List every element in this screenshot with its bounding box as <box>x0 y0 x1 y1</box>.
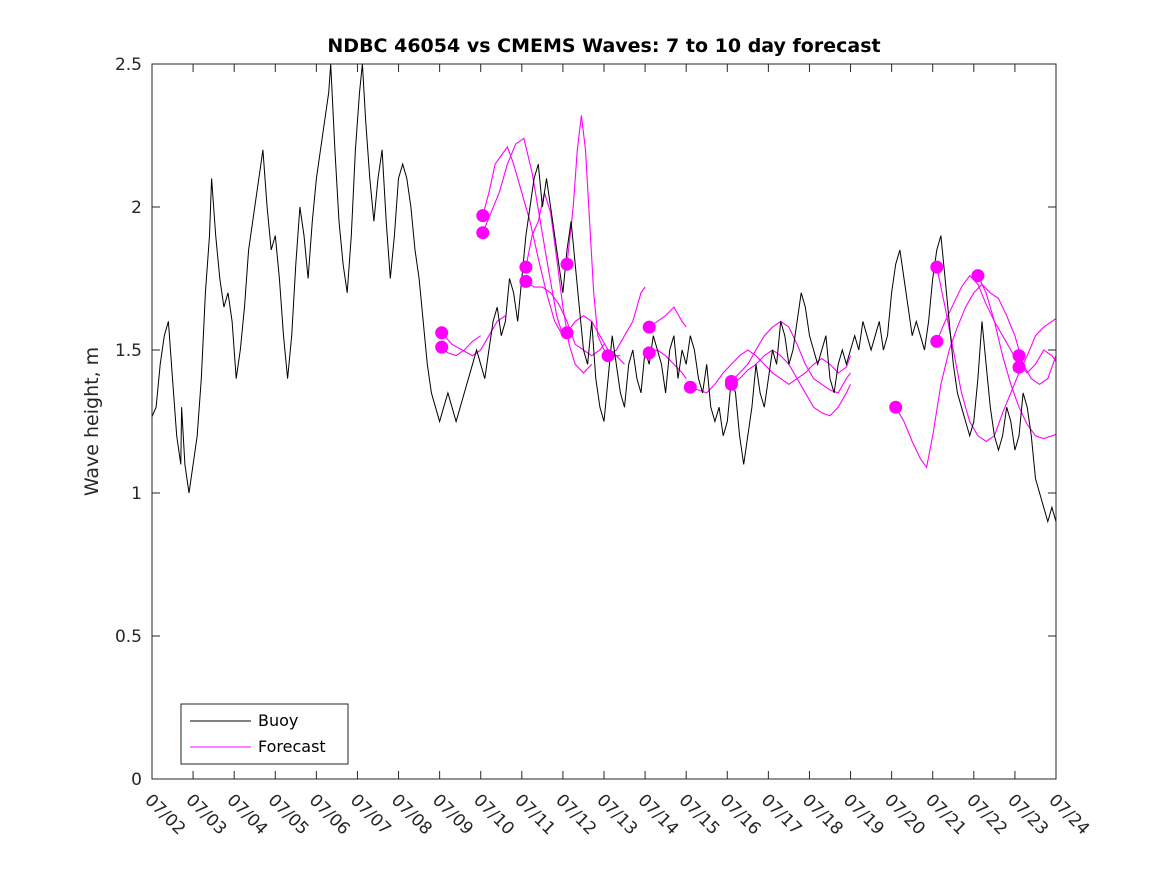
y-tick-label-4: 2 <box>131 198 142 218</box>
forecast-marker-18 <box>1012 349 1026 363</box>
forecast-line-17 <box>977 275 1056 440</box>
forecast-marker-4 <box>519 260 533 274</box>
chart-title: NDBC 46054 vs CMEMS Waves: 7 to 10 day f… <box>327 35 880 57</box>
forecast-line-11 <box>690 349 852 394</box>
forecast-line-0 <box>441 315 506 357</box>
forecast-line-14 <box>895 283 1056 469</box>
legend-label-forecast: Forecast <box>258 737 326 756</box>
forecast-marker-15 <box>930 260 944 274</box>
series-layer <box>152 64 1056 524</box>
forecast-marker-14 <box>889 400 903 414</box>
forecast-line-4 <box>525 190 593 374</box>
legend-label-buoy: Buoy <box>258 711 298 730</box>
forecast-line-3 <box>482 137 564 336</box>
legend: Buoy Forecast <box>180 703 349 765</box>
y-tick-label-1: 0.5 <box>115 627 142 647</box>
forecast-marker-17 <box>971 269 985 283</box>
forecast-marker-1 <box>435 340 449 354</box>
forecast-marker-5 <box>519 274 533 288</box>
forecast-line-15 <box>936 266 1056 443</box>
y-tick-label-5: 2.5 <box>115 55 142 75</box>
forecast-line-1 <box>441 335 482 357</box>
forecast-line-2 <box>482 145 564 336</box>
legend-box <box>180 703 349 765</box>
forecast-marker-2 <box>476 209 490 223</box>
forecast-line-13 <box>731 349 851 417</box>
forecast-marker-13 <box>724 377 738 391</box>
forecast-marker-16 <box>930 334 944 348</box>
forecast-line-9 <box>648 306 687 328</box>
forecast-line-8 <box>607 286 646 357</box>
forecast-marker-3 <box>476 226 490 240</box>
forecast-marker-7 <box>560 326 574 340</box>
y-tick-label-2: 1 <box>131 484 142 504</box>
y-tick-label-0: 0 <box>131 770 142 790</box>
forecast-marker-11 <box>683 380 697 394</box>
forecast-marker-9 <box>642 320 656 334</box>
forecast-marker-6 <box>560 257 574 271</box>
forecast-marker-8 <box>601 349 615 363</box>
forecast-marker-0 <box>435 326 449 340</box>
forecast-marker-10 <box>642 346 656 360</box>
y-tick-label-3: 1.5 <box>115 341 142 361</box>
forecast-marker-19 <box>1012 360 1026 374</box>
y-axis-label: Wave height, m <box>81 347 103 496</box>
buoy-line <box>152 64 1056 524</box>
forecast-line-10 <box>649 349 687 379</box>
